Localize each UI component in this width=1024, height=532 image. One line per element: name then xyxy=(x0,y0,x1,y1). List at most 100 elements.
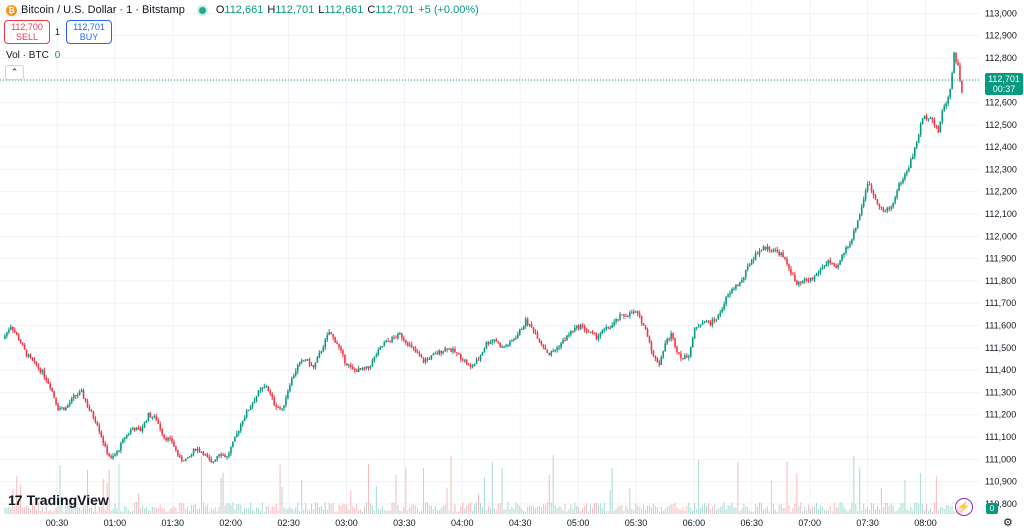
candle-body xyxy=(249,406,252,411)
candle-body xyxy=(49,383,51,388)
candle-body xyxy=(770,250,773,252)
volume-bar xyxy=(509,508,511,514)
time-axis[interactable]: 00:30 01:00 01:30 02:00 02:30 03:00 03:30 04:00… xyxy=(0,514,980,532)
volume-bar xyxy=(252,509,254,514)
candle-body xyxy=(953,52,955,74)
candle-body xyxy=(758,251,761,254)
volume-bar xyxy=(664,508,666,514)
volume-bar xyxy=(937,510,939,514)
volume-bar xyxy=(411,504,413,514)
candle-body xyxy=(171,438,173,442)
volume-bar xyxy=(888,506,890,514)
volume-bar xyxy=(391,502,393,514)
candle-body xyxy=(941,110,944,122)
volume-bar xyxy=(715,510,717,514)
volume-bar xyxy=(277,510,279,514)
candle-body xyxy=(102,436,105,444)
sell-button[interactable]: 112,700 SELL xyxy=(4,20,50,44)
candle-body xyxy=(181,457,183,461)
volume-bar xyxy=(328,502,330,514)
volume-bar xyxy=(312,509,314,514)
volume-bar xyxy=(570,504,572,514)
candle-body xyxy=(216,456,218,460)
volume-bar xyxy=(521,508,523,514)
candle-body xyxy=(253,400,256,404)
candle-body xyxy=(725,297,727,305)
candle-body xyxy=(884,210,887,212)
candle-body xyxy=(746,266,749,270)
candle-body xyxy=(577,325,580,329)
candle-body xyxy=(780,252,782,256)
candle-body xyxy=(422,357,425,363)
candle-body xyxy=(116,451,118,455)
volume-bar xyxy=(617,505,619,514)
price-chart[interactable] xyxy=(0,0,980,514)
tradingview-logo[interactable]: 17 TradingView xyxy=(8,492,109,508)
volume-bar xyxy=(481,506,483,514)
candle-body xyxy=(799,282,802,284)
volume-bar xyxy=(916,502,918,514)
volume-bar xyxy=(474,504,476,514)
candle-body xyxy=(259,389,262,391)
candle-body xyxy=(623,314,625,317)
candle-body xyxy=(599,333,602,336)
volume-bar xyxy=(774,509,776,514)
candle-body xyxy=(177,450,179,456)
price-tick-label: 113,000 xyxy=(985,8,1017,18)
price-tick-label: 110,800 xyxy=(985,499,1017,509)
volume-bar xyxy=(31,503,33,514)
flash-icon[interactable]: ⚡ xyxy=(955,498,973,516)
volume-legend[interactable]: Vol · BTC 0 xyxy=(6,50,60,61)
candle-body xyxy=(798,282,800,285)
candle-body xyxy=(43,370,46,378)
time-tick-label: 07:00 xyxy=(798,518,821,528)
candle-body xyxy=(475,359,478,364)
candle-body xyxy=(801,280,804,283)
symbol-title[interactable]: Bitcoin / U.S. Dollar · 1 · Bitstamp xyxy=(21,4,185,16)
candle-body xyxy=(870,185,873,192)
volume-bar xyxy=(279,464,281,514)
candle-body xyxy=(25,349,28,357)
candle-body xyxy=(552,351,554,353)
candle-body xyxy=(294,371,297,376)
volume-bar xyxy=(438,510,440,514)
volume-bar xyxy=(175,507,177,514)
candle-body xyxy=(872,191,875,196)
time-tick-label: 07:30 xyxy=(856,518,879,528)
volume-bar xyxy=(819,505,821,514)
volume-bar xyxy=(92,511,94,514)
candle-body xyxy=(743,277,745,280)
volume-bar xyxy=(499,502,501,514)
volume-bar xyxy=(739,511,741,514)
volume-bar xyxy=(83,502,85,514)
volume-bar xyxy=(468,503,470,514)
volume-bar xyxy=(316,502,318,514)
time-tick-label: 06:30 xyxy=(741,518,764,528)
candle-body xyxy=(668,339,670,341)
volume-bar xyxy=(615,508,617,514)
candle-body xyxy=(6,332,8,336)
volume-bar xyxy=(786,461,788,514)
volume-bar xyxy=(128,509,130,514)
volume-bar xyxy=(379,509,381,514)
candle-body xyxy=(21,343,24,345)
candle-body xyxy=(542,344,545,348)
volume-bar xyxy=(831,511,833,514)
volume-bar xyxy=(415,505,417,514)
volume-bar xyxy=(281,486,283,514)
chevron-up-icon[interactable]: ⌃ xyxy=(5,65,24,80)
candle-body xyxy=(888,207,891,209)
candle-body xyxy=(790,268,792,274)
candle-body xyxy=(414,348,417,353)
price-tick-label: 111,800 xyxy=(985,276,1016,286)
candle-body xyxy=(691,337,694,348)
last-price-value: 112,701 xyxy=(988,74,1020,84)
candle-body xyxy=(212,461,215,463)
gear-icon[interactable]: ⚙ xyxy=(1003,517,1013,529)
candle-body xyxy=(493,339,496,341)
candle-body xyxy=(507,345,509,347)
candle-body xyxy=(961,80,963,93)
volume-bar xyxy=(356,503,358,514)
candle-body xyxy=(666,339,668,344)
buy-button[interactable]: 112,701 BUY xyxy=(66,20,112,44)
